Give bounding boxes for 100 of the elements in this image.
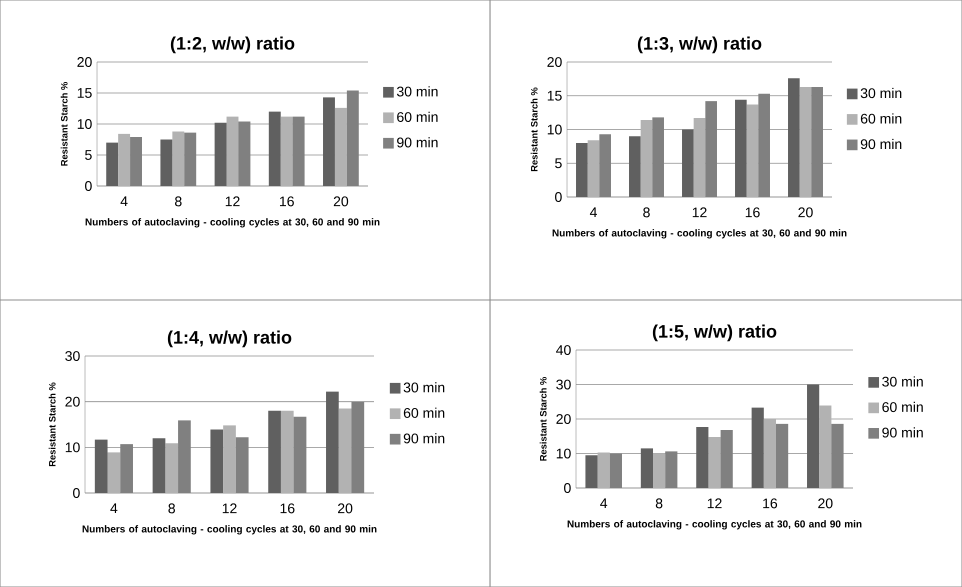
bar: [640, 448, 654, 488]
bar: [653, 454, 666, 488]
bar: [172, 131, 184, 186]
x-tick-label: 4: [590, 207, 597, 218]
bar: [323, 97, 335, 186]
y-axis-title: Resistant Starch %: [540, 377, 547, 461]
bar: [585, 455, 598, 488]
bar: [800, 86, 812, 198]
bar: [694, 118, 706, 198]
x-axis-title: Numbers of autoclaving - cooling cycles at 30, 60 and 90 min: [86, 218, 380, 228]
y-tick-label: 15: [78, 88, 92, 98]
bar: [338, 408, 352, 494]
bar: [165, 443, 178, 494]
bar: [280, 410, 294, 494]
bar: [598, 452, 610, 488]
y-tick-label: 5: [85, 150, 92, 160]
x-tick-label: 16: [280, 503, 294, 514]
x-tick-label: 12: [708, 498, 722, 508]
bar: [819, 406, 832, 488]
legend-label: 60 min: [882, 402, 923, 412]
legend-label: 30 min: [396, 86, 438, 96]
bar: [752, 408, 764, 488]
bar: [106, 142, 118, 186]
legend-label: 30 min: [882, 376, 923, 387]
bar: [696, 426, 708, 488]
x-tick-label: 20: [338, 503, 352, 514]
legend-label: 90 min: [404, 433, 444, 444]
x-tick-label: 12: [692, 207, 707, 218]
legend-label: 90 min: [882, 427, 923, 438]
chart-title: (1:5, w/w) ratio: [652, 324, 776, 342]
bar: [629, 136, 641, 198]
y-axis-title: Resistant Starch %: [48, 382, 56, 466]
bar: [640, 120, 652, 198]
bar: [746, 104, 758, 198]
y-tick-label: 10: [78, 119, 92, 129]
y-tick-label: 10: [556, 448, 571, 458]
y-tick-label: 20: [65, 396, 80, 407]
bar: [735, 100, 747, 198]
bar: [326, 392, 339, 494]
x-tick-label: 8: [175, 196, 182, 206]
y-tick-label: 20: [547, 57, 562, 67]
bar: [280, 116, 293, 186]
y-tick-label: 0: [564, 483, 571, 493]
bar: [210, 430, 224, 494]
chart-title: (1:4, w/w) ratio: [168, 330, 292, 348]
bar: [268, 410, 281, 494]
bar: [764, 419, 776, 488]
bar: [682, 130, 694, 198]
chart-title: (1:3, w/w) ratio: [638, 36, 762, 54]
bar: [334, 108, 347, 186]
bar: [268, 112, 281, 186]
bar: [708, 436, 721, 488]
legend-label: 60 min: [397, 112, 438, 122]
bar: [118, 134, 130, 186]
x-tick-label: 4: [110, 503, 118, 514]
y-tick-label: 30: [65, 351, 80, 361]
x-axis-title: Numbers of autoclaving - cooling cycles at 30, 60 and 90 min: [82, 525, 376, 534]
legend-label: 30 min: [860, 88, 902, 98]
y-tick-label: 10: [66, 442, 80, 452]
y-tick-label: 40: [556, 345, 571, 355]
x-tick-label: 16: [746, 207, 760, 218]
bar: [788, 78, 800, 198]
legend-label: 60 min: [860, 113, 902, 124]
bar: [807, 384, 820, 488]
y-tick-label: 30: [556, 380, 571, 390]
legend-label: 30 min: [404, 382, 444, 392]
bar: [576, 143, 588, 198]
x-tick-label: 4: [600, 498, 608, 508]
x-tick-label: 20: [818, 498, 833, 508]
legend-label: 60 min: [404, 408, 444, 418]
y-tick-label: 20: [77, 57, 92, 67]
bar: [226, 116, 238, 186]
bar: [223, 425, 236, 494]
x-tick-label: 16: [280, 196, 294, 206]
y-tick-label: 20: [556, 414, 571, 424]
x-tick-label: 8: [168, 503, 175, 514]
bar: [108, 452, 120, 494]
y-axis-title: Resistant Starch %: [530, 87, 538, 172]
y-tick-label: 0: [555, 192, 562, 202]
y-axis-title: Resistant Starch %: [60, 82, 68, 166]
y-tick-label: 5: [555, 158, 562, 168]
x-axis-title: Numbers of autoclaving - cooling cycles at 30, 60 and 90 min: [552, 229, 846, 238]
x-tick-label: 20: [334, 196, 348, 206]
y-tick-label: 0: [85, 181, 92, 191]
bar: [152, 438, 166, 494]
chart-title: (1:2, w/w) ratio: [170, 36, 294, 54]
y-tick-label: 0: [73, 488, 80, 498]
bar: [588, 140, 600, 198]
bar: [160, 140, 172, 186]
x-tick-label: 4: [120, 196, 128, 206]
x-tick-label: 8: [656, 498, 662, 508]
x-tick-label: 12: [222, 503, 237, 514]
y-tick-label: 15: [548, 90, 562, 101]
y-tick-label: 10: [548, 124, 562, 134]
x-tick-label: 20: [798, 207, 813, 218]
x-tick-label: 8: [643, 207, 650, 218]
bar: [94, 440, 108, 494]
x-axis-title: Numbers of autoclaving - cooling cycles at 30, 60 and 90 min: [568, 520, 862, 530]
bar: [214, 122, 227, 186]
x-tick-label: 16: [763, 498, 778, 508]
